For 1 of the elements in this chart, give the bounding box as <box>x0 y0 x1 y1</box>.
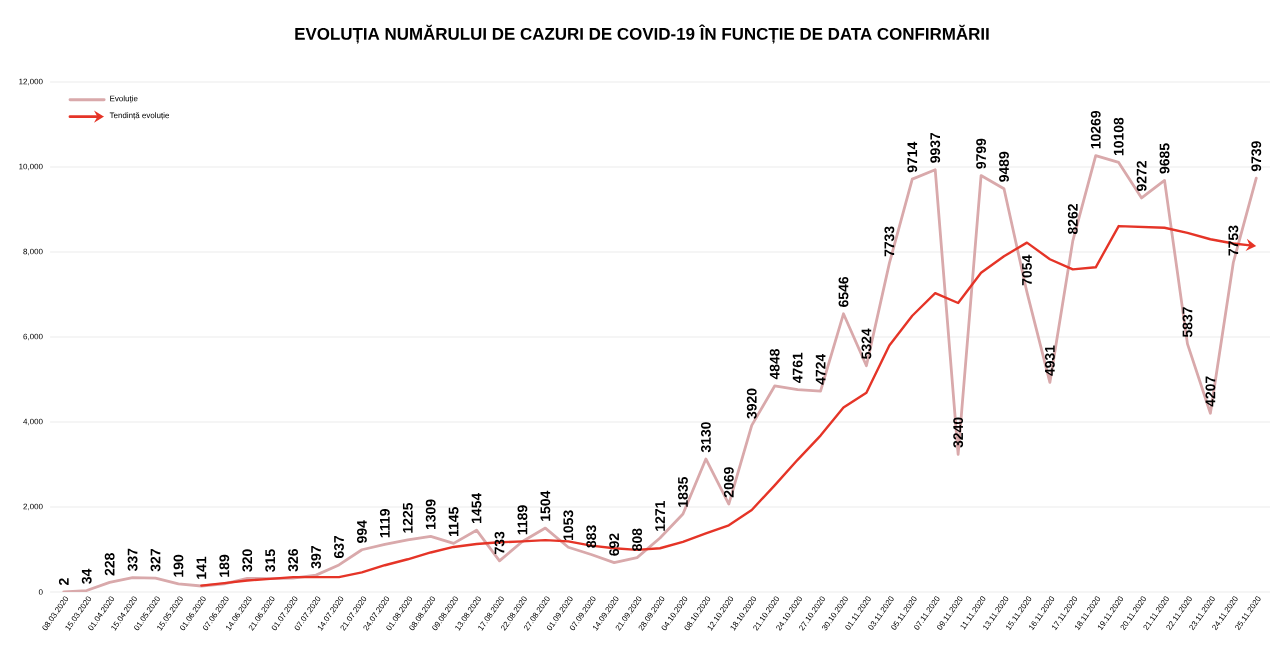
chart-title: EVOLUȚIA NUMĂRULUI DE CAZURI DE COVID-19 ÎN FUNCȚIE DE DATA CONFIRMĂRII <box>295 24 989 44</box>
